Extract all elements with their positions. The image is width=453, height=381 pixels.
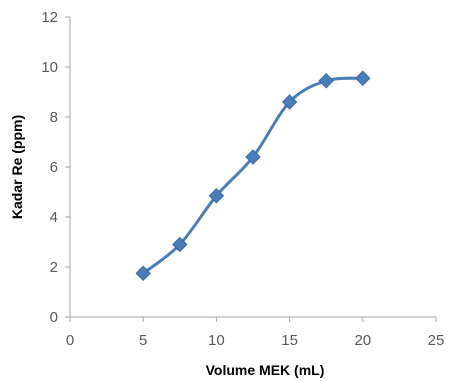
y-tick-label: 8 (50, 109, 58, 126)
data-point-marker (281, 94, 298, 110)
data-point-marker (208, 188, 225, 204)
y-tick-label: 0 (50, 309, 58, 326)
series-markers (135, 70, 371, 281)
data-point-marker (318, 73, 334, 89)
y-tick-label: 10 (41, 59, 58, 76)
x-tick-label: 25 (428, 332, 445, 349)
y-tick-label: 6 (50, 159, 58, 176)
x-tick-label: 10 (208, 332, 225, 349)
data-point-marker (135, 265, 151, 281)
data-point-marker (172, 236, 188, 253)
data-point-marker (245, 149, 261, 165)
tick-labels: 0 2 4 6 8 10 12 0 5 10 15 20 25 (41, 9, 444, 349)
x-tick-label: 5 (139, 332, 147, 349)
y-tick-label: 4 (50, 209, 58, 226)
data-point-marker (355, 70, 371, 86)
x-tick-label: 20 (354, 332, 371, 349)
y-tick-label: 12 (41, 9, 58, 26)
x-tick-label: 15 (281, 332, 298, 349)
x-axis-label: Volume MEK (mL) (206, 362, 325, 378)
y-axis-label: Kadar Re (ppm) (9, 115, 25, 219)
axes (65, 16, 437, 322)
y-tick-label: 2 (50, 259, 58, 276)
x-tick-label: 0 (66, 332, 74, 349)
